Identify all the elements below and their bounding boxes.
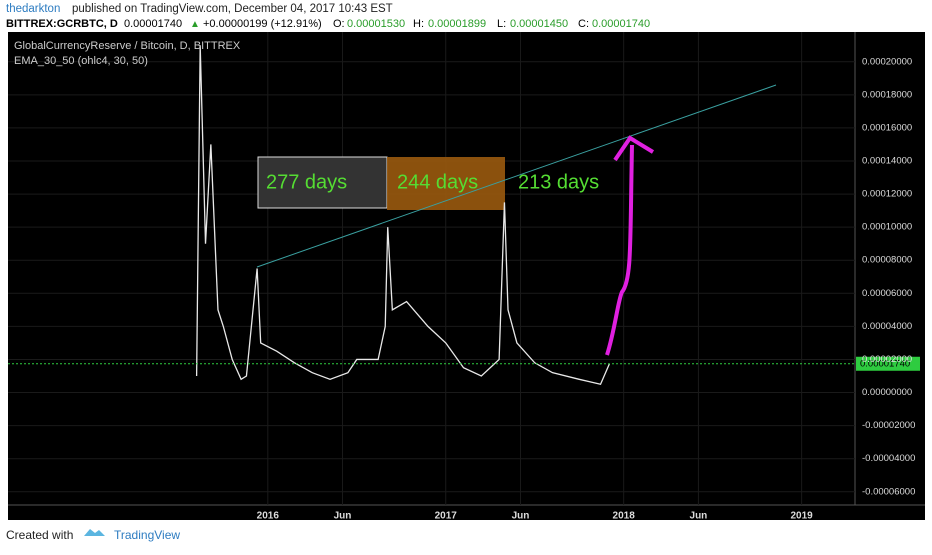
y-tick-label: -0.00002000 <box>862 420 915 431</box>
c-label: C: <box>578 18 589 30</box>
symbol: BITTREX:GCRBTC, D <box>6 18 118 30</box>
chart-title: GlobalCurrencyReserve / Bitcoin, D, BITT… <box>14 40 241 52</box>
o-label: O: <box>333 18 345 30</box>
x-tick-label: 2019 <box>790 511 813 522</box>
high: 0.00001899 <box>428 18 486 30</box>
x-tick-label: Jun <box>512 511 530 522</box>
annotation: 277 days <box>266 171 347 193</box>
last-price-tag <box>856 356 920 371</box>
y-tick-label: 0.00006000 <box>862 288 912 299</box>
h-label: H: <box>413 18 424 30</box>
y-tick-label: 0.00016000 <box>862 122 912 133</box>
annotation: 213 days <box>518 171 599 193</box>
x-tick-label: 2016 <box>257 511 280 522</box>
range-box <box>257 156 388 209</box>
y-tick-label: 0.00012000 <box>862 189 912 200</box>
change: +0.00000199 (+12.91%) <box>203 18 322 30</box>
x-tick-label: Jun <box>334 511 352 522</box>
chart-subtitle: EMA_30_50 (ohlc4, 30, 50) <box>14 55 148 67</box>
y-tick-label: 0.00018000 <box>862 89 912 100</box>
y-tick-label: 0.00020000 <box>862 56 912 67</box>
x-tick-label: Jun <box>690 511 708 522</box>
x-tick-label: 2018 <box>613 511 636 522</box>
last-price-label: 0.00001740 <box>860 358 910 369</box>
arrow: ▲ <box>190 19 200 30</box>
logo <box>84 529 105 536</box>
y-tick-label: 0.00010000 <box>862 222 912 233</box>
open: 0.00001530 <box>347 18 405 30</box>
y-tick-label: -0.00004000 <box>862 453 915 464</box>
footer-brand[interactable]: TradingView <box>114 528 180 542</box>
close: 0.00001740 <box>592 18 650 30</box>
l-label: L: <box>497 18 506 30</box>
y-tick-label: 0.00000000 <box>862 387 912 398</box>
annotation: 244 days <box>397 171 478 193</box>
price-line <box>195 45 611 386</box>
y-tick-label: -0.00006000 <box>862 486 915 497</box>
x-tick-label: 2017 <box>435 511 458 522</box>
y-tick-label: 0.00002000 <box>862 354 912 365</box>
footer-text: Created with <box>6 528 73 542</box>
chart-bg <box>8 32 925 520</box>
y-tick-label: 0.00004000 <box>862 321 912 332</box>
published: published on TradingView.com, December 0… <box>72 3 393 15</box>
projection-arrow <box>605 144 634 356</box>
trend-line <box>256 84 777 268</box>
arrow-head <box>613 135 655 162</box>
y-tick-label: 0.00008000 <box>862 255 912 266</box>
author[interactable]: thedarkton <box>6 3 60 15</box>
last: 0.00001740 <box>124 18 182 30</box>
y-tick-label: 0.00014000 <box>862 156 912 167</box>
low: 0.00001450 <box>510 18 568 30</box>
